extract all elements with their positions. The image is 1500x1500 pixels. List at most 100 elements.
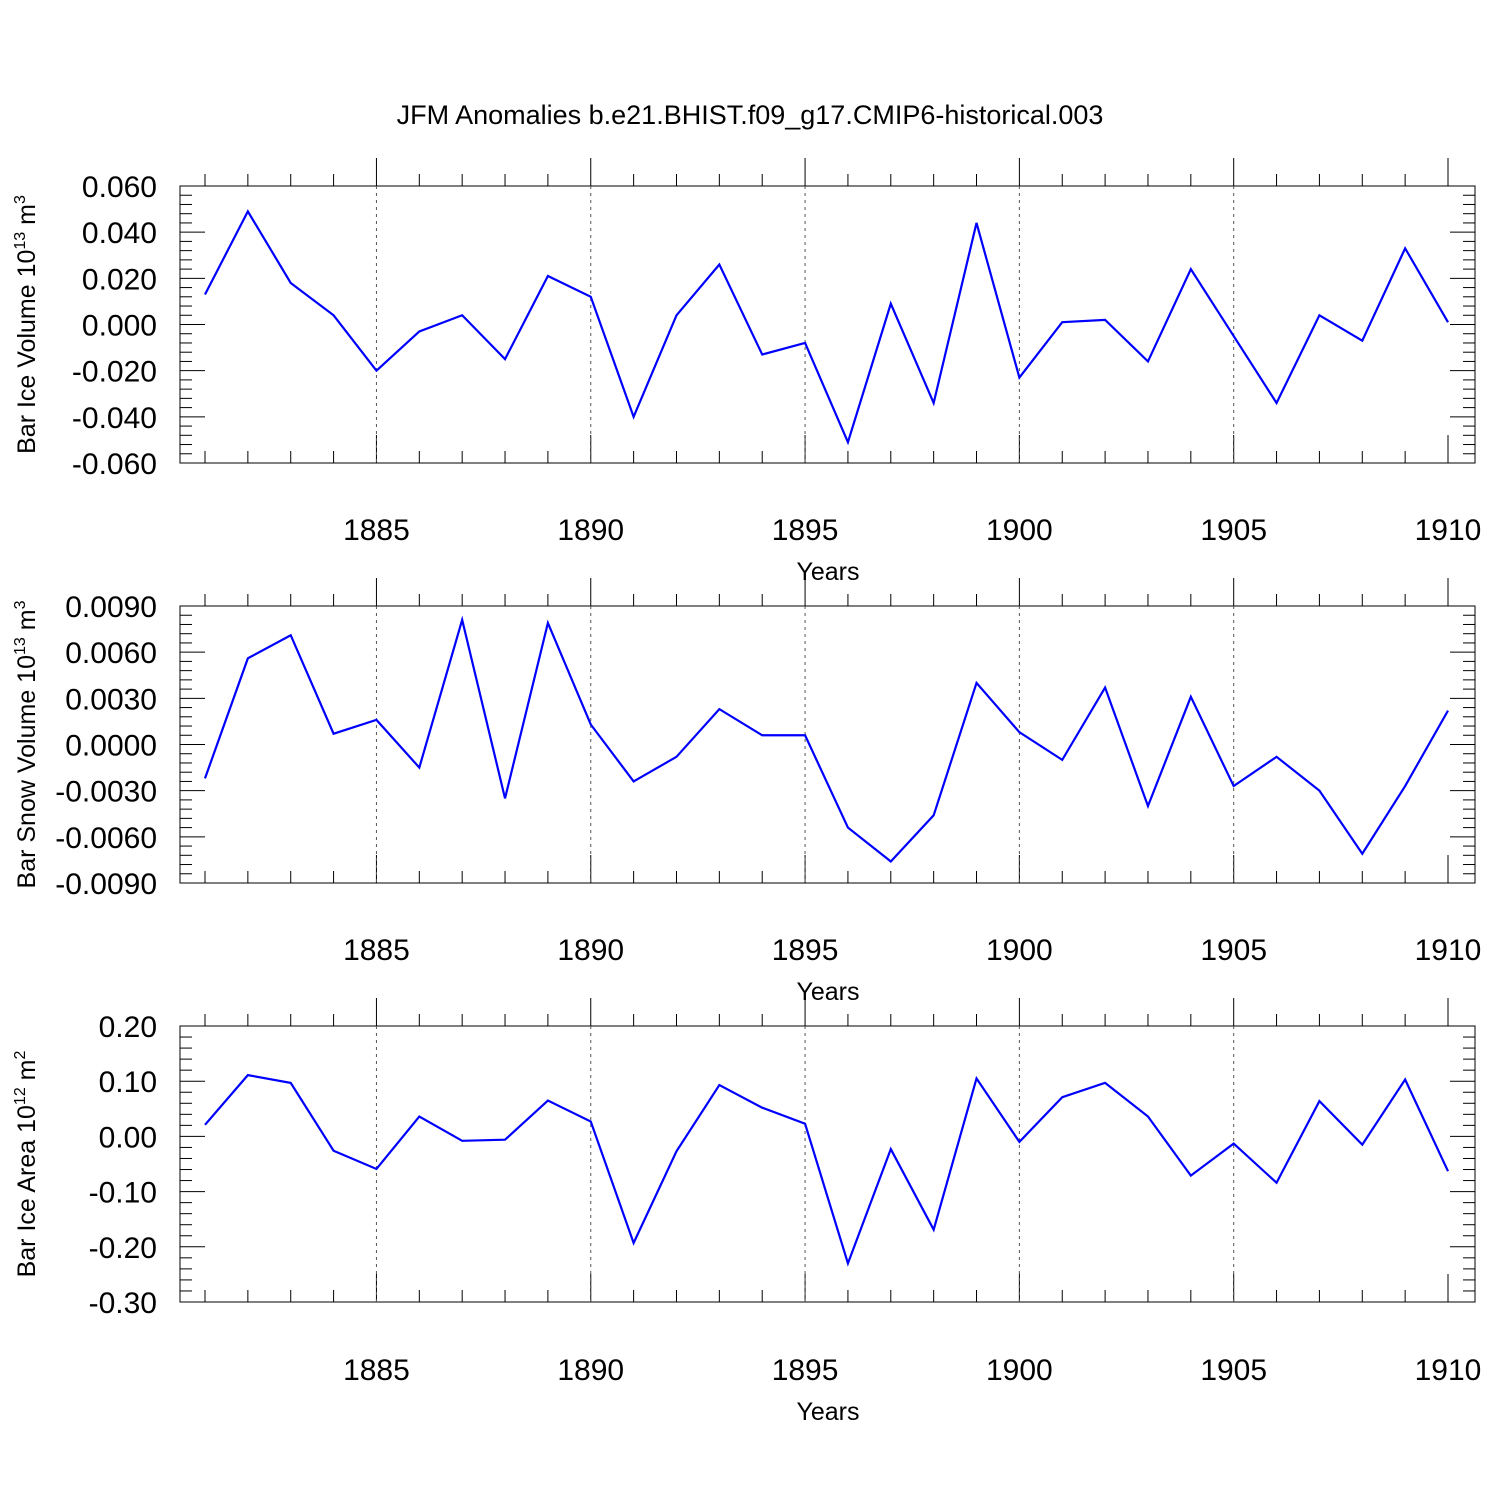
data-point: [1275, 755, 1279, 759]
y-tick-label: -0.30: [89, 1287, 157, 1320]
series-line-ice-volume: [204, 209, 1449, 446]
data-point: [803, 341, 807, 345]
data-point: [846, 1261, 850, 1265]
data-point: [503, 1138, 507, 1142]
data-point: [1017, 376, 1021, 380]
x-tick-label: 1885: [343, 514, 410, 547]
data-point: [417, 766, 421, 770]
data-point: [1189, 267, 1193, 271]
data-point: [1146, 804, 1150, 808]
data-point: [246, 656, 250, 660]
series-line-snow-volume: [203, 615, 1449, 863]
y-tick-label: 0.020: [82, 263, 157, 296]
data-point: [1360, 1143, 1364, 1147]
data-point: [632, 1241, 636, 1245]
y-axis-label-unit: m: [13, 204, 41, 232]
data-point: [846, 826, 850, 830]
y-axis-label: Bar Snow Volume 1013 m3: [12, 600, 41, 888]
x-tick-label: 1885: [343, 934, 410, 967]
y-tick-label: -0.0030: [55, 776, 157, 809]
x-tick-label: 1910: [1415, 934, 1482, 967]
y-tick-label: -0.10: [89, 1177, 157, 1210]
data-point: [1446, 709, 1450, 713]
x-tick-label: 1905: [1200, 934, 1267, 967]
data-point: [1189, 1174, 1193, 1178]
data-point: [889, 1147, 893, 1151]
data-point: [717, 262, 721, 266]
data-point: [1360, 339, 1364, 343]
data-point: [717, 707, 721, 711]
data-point: [846, 440, 850, 444]
data-point: [417, 1115, 421, 1119]
data-point: [1317, 1099, 1321, 1103]
y-tick-label: 0.060: [82, 171, 157, 204]
data-point: [1446, 1169, 1450, 1173]
data-point: [975, 221, 979, 225]
x-tick-label: 1895: [772, 1354, 839, 1387]
data-point: [932, 1228, 936, 1232]
figure-title: JFM Anomalies b.e21.BHIST.f09_g17.CMIP6-…: [397, 100, 1104, 130]
data-point: [1275, 1181, 1279, 1185]
data-point: [889, 859, 893, 863]
x-tick-label: 1905: [1200, 1354, 1267, 1387]
y-axis-label-unit-exponent: 3: [12, 195, 29, 204]
y-axis-label-unit: m: [13, 609, 41, 637]
data-point: [932, 401, 936, 405]
y-axis-label-exponent: 13: [12, 232, 29, 250]
x-axis-label: Years: [796, 1398, 859, 1426]
data-point: [546, 274, 550, 278]
data-point: [1232, 334, 1236, 338]
data-point: [1189, 695, 1193, 699]
y-tick-label: 0.000: [82, 310, 157, 343]
y-tick-label: 0.0060: [65, 637, 157, 670]
data-point: [589, 295, 593, 299]
y-tick-label: -0.20: [89, 1232, 157, 1265]
data-point: [289, 1081, 293, 1085]
x-tick-label: 1900: [986, 934, 1053, 967]
data-point: [546, 621, 550, 625]
data-point: [1403, 784, 1407, 788]
y-axis-label-unit-exponent: 3: [12, 600, 29, 609]
data-point: [503, 357, 507, 361]
data-point: [674, 755, 678, 759]
data-point: [803, 1122, 807, 1126]
data-point: [1232, 784, 1236, 788]
y-axis-label: Bar Ice Volume 1013 m3: [12, 195, 41, 454]
data-point: [1060, 1095, 1064, 1099]
y-tick-label: -0.020: [72, 356, 157, 389]
data-point: [932, 813, 936, 817]
data-point: [332, 313, 336, 317]
x-tick-label: 1900: [986, 1354, 1053, 1387]
data-point: [760, 733, 764, 737]
data-point: [374, 718, 378, 722]
data-point: [632, 779, 636, 783]
panels: -0.060 -0.040 -0.020 0.000 0.020 0.040 0.060 18…: [12, 158, 1481, 1426]
y-axis-label-exponent: 12: [12, 1087, 29, 1105]
data-point: [760, 353, 764, 357]
data-point: [975, 1076, 979, 1080]
x-tick-label: 1885: [343, 1354, 410, 1387]
x-tick-label: 1910: [1415, 1354, 1482, 1387]
y-axis-label-unit: m: [13, 1060, 41, 1088]
y-axis-label: Bar Ice Area 1012 m2: [12, 1051, 41, 1278]
data-point: [289, 281, 293, 285]
panel-ice-area: -0.30 -0.20 -0.10 0.00 0.10 0.20 1885 1890 1895 1…: [12, 998, 1481, 1426]
data-point: [1403, 246, 1407, 250]
data-point: [975, 681, 979, 685]
plot-frame: [179, 605, 1476, 884]
data-point: [246, 1073, 250, 1077]
data-point: [374, 1167, 378, 1171]
data-point: [460, 313, 464, 317]
panel-ice-volume: -0.060 -0.040 -0.020 0.000 0.020 0.040 0.060 18…: [12, 158, 1481, 586]
y-tick-label: 0.20: [99, 1011, 157, 1044]
data-point: [1103, 686, 1107, 690]
data-point: [1317, 789, 1321, 793]
x-tick-label: 1905: [1200, 514, 1267, 547]
data-point: [1403, 1078, 1407, 1082]
data-point: [1317, 313, 1321, 317]
data-point: [503, 796, 507, 800]
data-point: [760, 1106, 764, 1110]
x-tick-label: 1895: [772, 934, 839, 967]
data-point: [889, 302, 893, 306]
